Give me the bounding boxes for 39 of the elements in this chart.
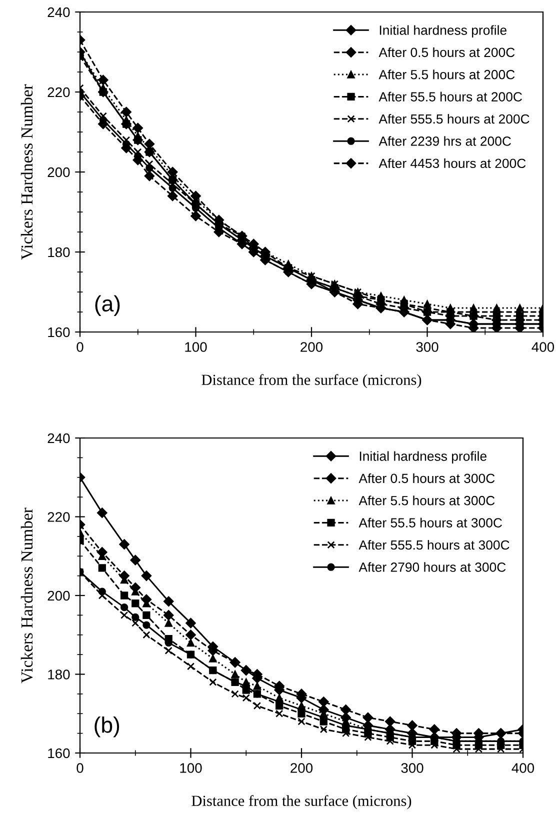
x-axis-title: Distance from the surface (microns) — [202, 374, 422, 388]
x-tick-label: 400 — [532, 342, 554, 352]
x-tick-label: 200 — [300, 342, 323, 352]
legend-label: Initial hardness profile — [380, 25, 506, 38]
x-tick-label: 0 — [76, 342, 84, 352]
legend-label: After 555.5 hours at 300C — [358, 540, 510, 550]
legend-label: After 0.5 hours at 300C — [358, 473, 495, 484]
x-tick-label: 200 — [290, 763, 313, 773]
y-tick-label: 240 — [48, 433, 70, 444]
x-tick-label: 400 — [512, 763, 534, 773]
x-tick-label: 0 — [76, 763, 84, 773]
x-tick-label: 300 — [416, 342, 438, 352]
x-tick-label: 300 — [401, 763, 424, 773]
y-axis-title: Vickers Hardness Number — [20, 84, 33, 260]
legend-label: After 55.5 hours at 200C — [378, 92, 522, 102]
legend-label: After 4453 hours at 200C — [378, 158, 526, 168]
y-tick-label: 220 — [48, 87, 70, 98]
y-tick-label: 220 — [48, 512, 70, 522]
legend-label: After 2790 hours at 300C — [358, 562, 506, 572]
legend-label: After 0.5 hours at 200C — [378, 47, 515, 58]
legend-label: After 555.5 hours at 200C — [378, 114, 530, 124]
legend-label: After 5.5 hours at 300C — [358, 496, 495, 506]
annotation: (b) — [94, 716, 120, 738]
x-tick-label: 100 — [180, 763, 202, 773]
y-tick-label: 180 — [48, 670, 70, 680]
y-tick-label: 160 — [48, 748, 70, 758]
y-tick-label: 200 — [48, 167, 70, 178]
legend-label: After 5.5 hours at 200C — [378, 70, 515, 80]
y-axis-title: Vickers Hardness Number — [20, 508, 33, 684]
legend-label: After 55.5 hours at 300C — [358, 518, 502, 528]
y-tick-label: 160 — [48, 327, 70, 338]
x-axis-title: Distance from the surface (microns) — [192, 795, 412, 810]
y-tick-label: 240 — [48, 7, 70, 18]
x-tick-label: 100 — [185, 342, 207, 352]
legend-label: Initial hardness profile — [360, 451, 486, 464]
legend-label: After 2239 hrs at 200C — [378, 136, 511, 146]
y-tick-label: 200 — [48, 590, 70, 601]
y-tick-label: 180 — [48, 247, 70, 258]
annotation: (a) — [95, 295, 120, 316]
